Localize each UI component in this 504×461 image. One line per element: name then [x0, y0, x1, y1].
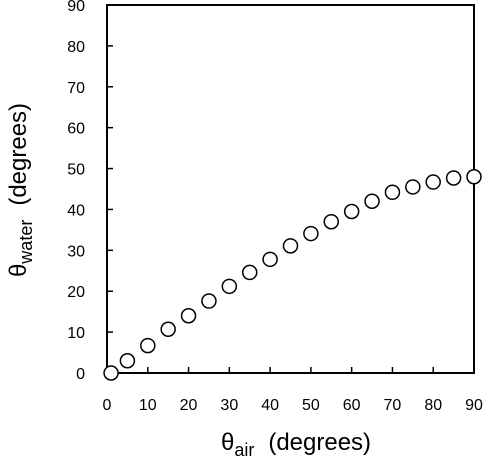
- y-tick-label: 90: [67, 0, 85, 15]
- data-point: [384, 184, 401, 201]
- y-tick-label: 70: [67, 80, 85, 97]
- x-tick-label: 20: [180, 397, 198, 414]
- x-tick-label: 60: [343, 397, 361, 414]
- data-point: [343, 203, 360, 220]
- data-point: [160, 321, 176, 337]
- x-tick-label: 10: [139, 397, 157, 414]
- data-point: [364, 193, 380, 210]
- y-axis-symbol: θ: [5, 264, 32, 277]
- y-tick-label: 0: [76, 366, 85, 383]
- data-point: [221, 278, 238, 295]
- x-tick-label: 30: [220, 397, 238, 414]
- x-tick-label: 80: [424, 397, 442, 414]
- x-tick-label: 0: [103, 397, 112, 414]
- x-axis-symbol: θ: [221, 429, 234, 456]
- x-tick-label: 90: [465, 397, 483, 414]
- data-point: [323, 213, 340, 230]
- data-point: [119, 352, 136, 369]
- x-tick-label: 40: [261, 397, 279, 414]
- data-point: [282, 238, 299, 254]
- data-point: [466, 168, 482, 185]
- data-point: [262, 251, 278, 268]
- y-tick-label: 20: [67, 284, 85, 301]
- data-point: [140, 337, 156, 354]
- svg-text:θwater(degrees): θwater (degrees): [5, 103, 36, 277]
- tick-labels: 0 10 20 30 40 50 60 70 80 90 0 10 20 30 40 50 60 70 80 90: [67, 0, 483, 414]
- y-tick-label: 50: [67, 162, 85, 179]
- y-axis-subscript: water: [16, 220, 36, 265]
- y-axis-unit: (degrees): [5, 103, 32, 206]
- y-tick-label: 80: [67, 39, 85, 56]
- data-points: [103, 168, 482, 381]
- x-axis-subscript: air: [234, 440, 254, 460]
- data-point: [303, 225, 319, 242]
- data-point: [445, 170, 462, 186]
- x-axis-unit: (degrees): [268, 429, 371, 456]
- x-tick-label: 50: [302, 397, 320, 414]
- y-tick-label: 30: [67, 243, 85, 260]
- y-axis-title: θwater (degrees): [5, 103, 36, 277]
- data-point: [241, 264, 258, 281]
- x-axis-title: θair (degrees): [221, 429, 371, 460]
- data-point: [405, 179, 421, 195]
- data-point: [201, 293, 217, 309]
- data-point: [180, 308, 197, 324]
- y-tick-label: 10: [67, 325, 85, 342]
- y-tick-label: 60: [67, 121, 85, 138]
- y-tick-label: 40: [67, 202, 85, 219]
- data-point: [103, 365, 119, 381]
- svg-text:θair(degrees): θair (degrees): [221, 429, 371, 460]
- x-tick-label: 70: [384, 397, 402, 414]
- data-point: [425, 174, 441, 190]
- plot-area-frame: [106, 4, 475, 374]
